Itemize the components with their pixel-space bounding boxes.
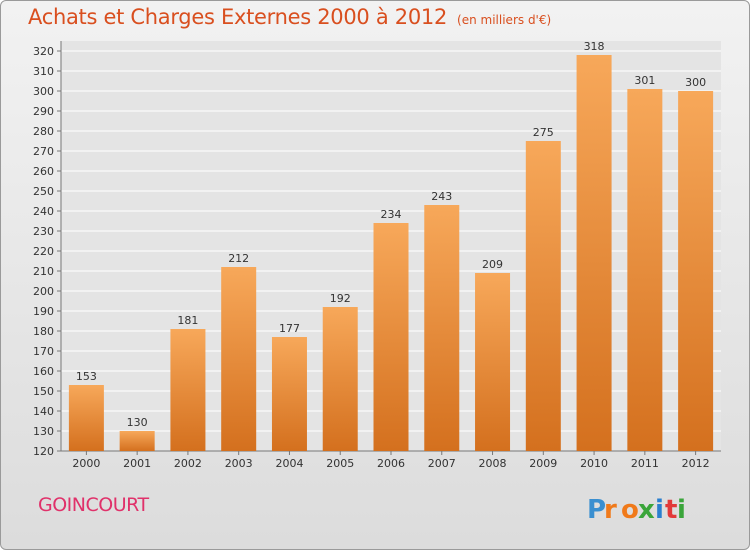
y-tick-label: 220 bbox=[33, 245, 54, 258]
y-tick-label: 300 bbox=[33, 85, 54, 98]
x-tick-label: 2003 bbox=[225, 457, 253, 470]
bar bbox=[525, 141, 561, 451]
data-label: 177 bbox=[279, 322, 300, 335]
chart-title-text: Achats et Charges Externes 2000 à 2012 bbox=[28, 5, 448, 29]
chart-subtitle: (en milliers d'€) bbox=[457, 13, 552, 27]
y-tick-label: 120 bbox=[33, 445, 54, 458]
bar bbox=[68, 385, 104, 451]
data-label: 318 bbox=[584, 40, 605, 53]
x-tick-label: 2006 bbox=[377, 457, 405, 470]
bar bbox=[170, 329, 206, 451]
data-label: 209 bbox=[482, 258, 503, 271]
y-tick-label: 200 bbox=[33, 285, 54, 298]
data-label: 130 bbox=[127, 416, 148, 429]
logo-letter: x bbox=[638, 495, 655, 525]
place-name: GOINCOURT bbox=[38, 494, 149, 516]
y-tick-label: 310 bbox=[33, 65, 54, 78]
logo-letter: o bbox=[621, 495, 639, 525]
y-tick-label: 140 bbox=[33, 405, 54, 418]
bar bbox=[322, 307, 358, 451]
y-tick-label: 320 bbox=[33, 45, 54, 58]
y-tick-label: 270 bbox=[33, 145, 54, 158]
bar bbox=[576, 55, 612, 451]
data-label: 275 bbox=[533, 126, 554, 139]
bar bbox=[271, 337, 307, 451]
logo-letter: r bbox=[604, 495, 617, 525]
x-tick-label: 2002 bbox=[174, 457, 202, 470]
bar bbox=[475, 273, 511, 451]
x-tick-label: 2005 bbox=[326, 457, 354, 470]
bar bbox=[424, 205, 460, 451]
y-tick-label: 190 bbox=[33, 305, 54, 318]
y-tick-label: 260 bbox=[33, 165, 54, 178]
y-tick-label: 160 bbox=[33, 365, 54, 378]
y-tick-label: 250 bbox=[33, 185, 54, 198]
bar bbox=[119, 431, 155, 451]
x-tick-label: 2010 bbox=[580, 457, 608, 470]
y-tick-label: 150 bbox=[33, 385, 54, 398]
x-tick-label: 2012 bbox=[682, 457, 710, 470]
x-tick-label: 2000 bbox=[72, 457, 100, 470]
proxiti-logo-mark: Pr o x i t i bbox=[587, 495, 686, 525]
logo-letter: i bbox=[677, 495, 686, 525]
y-tick-label: 230 bbox=[33, 225, 54, 238]
logo-letter: P bbox=[587, 495, 606, 525]
logo-letter: i bbox=[655, 495, 664, 525]
x-tick-label: 2004 bbox=[275, 457, 303, 470]
x-tick-label: 2008 bbox=[479, 457, 507, 470]
y-tick-label: 180 bbox=[33, 325, 54, 338]
bar bbox=[373, 223, 409, 451]
x-tick-label: 2001 bbox=[123, 457, 151, 470]
x-tick-label: 2009 bbox=[529, 457, 557, 470]
x-tick-label: 2007 bbox=[428, 457, 456, 470]
chart-title: Achats et Charges Externes 2000 à 2012 (e… bbox=[28, 5, 551, 29]
data-label: 192 bbox=[330, 292, 351, 305]
data-label: 212 bbox=[228, 252, 249, 265]
y-tick-label: 240 bbox=[33, 205, 54, 218]
y-tick-label: 210 bbox=[33, 265, 54, 278]
y-tick-label: 130 bbox=[33, 425, 54, 438]
bar bbox=[678, 91, 714, 451]
data-label: 234 bbox=[381, 208, 402, 221]
x-tick-label: 2011 bbox=[631, 457, 659, 470]
y-tick-label: 170 bbox=[33, 345, 54, 358]
bar-chart: 120 130 140 150 160 170 180 190 200 210 220 230 240 2… bbox=[33, 40, 721, 470]
data-label: 153 bbox=[76, 370, 97, 383]
y-tick-label: 280 bbox=[33, 125, 54, 138]
data-label: 301 bbox=[634, 74, 655, 87]
bar bbox=[627, 89, 663, 451]
data-label: 300 bbox=[685, 76, 706, 89]
data-label: 181 bbox=[177, 314, 198, 327]
logo-letter: t bbox=[665, 495, 677, 525]
data-label: 243 bbox=[431, 190, 452, 203]
y-tick-label: 290 bbox=[33, 105, 54, 118]
bar bbox=[221, 267, 257, 451]
